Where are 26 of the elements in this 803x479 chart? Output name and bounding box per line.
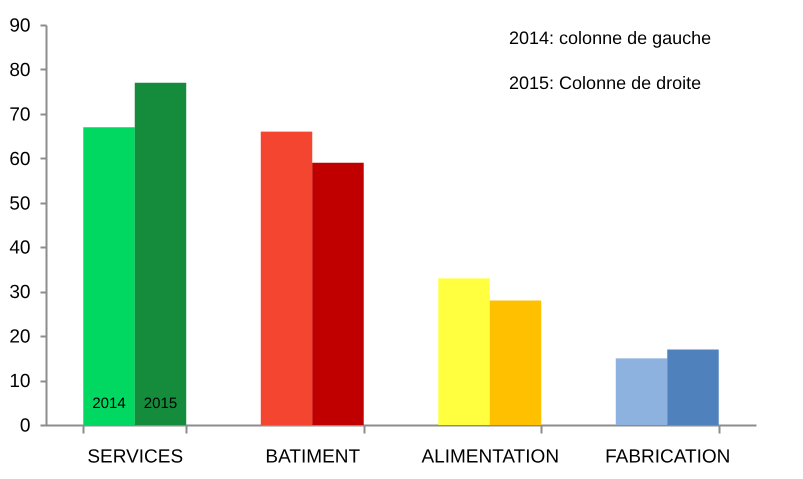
bar bbox=[616, 358, 668, 425]
bar bbox=[438, 278, 490, 425]
y-tick-label: 40 bbox=[9, 238, 30, 259]
bar bbox=[83, 127, 135, 425]
y-tick-label: 80 bbox=[9, 60, 30, 81]
x-tick-label: FABRICATION bbox=[605, 446, 730, 468]
bar bbox=[260, 132, 312, 425]
series-label: 2015 bbox=[144, 395, 178, 412]
bar bbox=[667, 349, 719, 425]
y-tick-label: 60 bbox=[9, 148, 30, 170]
bar bbox=[312, 162, 364, 425]
y-tick-label: 90 bbox=[9, 16, 30, 36]
bar bbox=[134, 82, 186, 425]
annotation: 2014: colonne de gauche bbox=[509, 28, 712, 48]
y-tick-label: 0 bbox=[20, 416, 30, 436]
series-label: 2014 bbox=[92, 395, 126, 412]
bar bbox=[490, 300, 542, 425]
x-tick-label: SERVICES bbox=[87, 446, 184, 468]
x-tick-label: BATIMENT bbox=[265, 446, 360, 468]
y-tick-label: 20 bbox=[9, 326, 30, 348]
y-tick-label: 10 bbox=[9, 371, 30, 392]
x-tick-label: ALIMENTATION bbox=[421, 446, 560, 468]
y-tick-label: 50 bbox=[9, 193, 30, 214]
y-tick-label: 30 bbox=[9, 282, 30, 304]
y-tick-label: 70 bbox=[9, 104, 30, 126]
annotation: 2015: Colonne de droite bbox=[509, 73, 702, 93]
